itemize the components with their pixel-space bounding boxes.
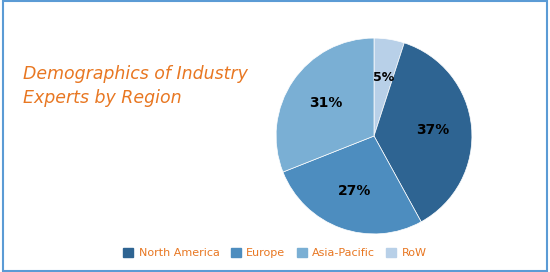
Wedge shape (283, 136, 421, 234)
Text: Demographics of Industry
Experts by Region: Demographics of Industry Experts by Regi… (23, 65, 248, 107)
Text: 27%: 27% (337, 184, 371, 198)
Legend: North America, Europe, Asia-Pacific, RoW: North America, Europe, Asia-Pacific, RoW (123, 248, 427, 258)
Wedge shape (374, 38, 404, 136)
Wedge shape (374, 43, 472, 222)
Text: 37%: 37% (416, 123, 449, 137)
Text: 31%: 31% (309, 96, 342, 110)
Wedge shape (276, 38, 374, 172)
Text: 5%: 5% (372, 72, 394, 85)
